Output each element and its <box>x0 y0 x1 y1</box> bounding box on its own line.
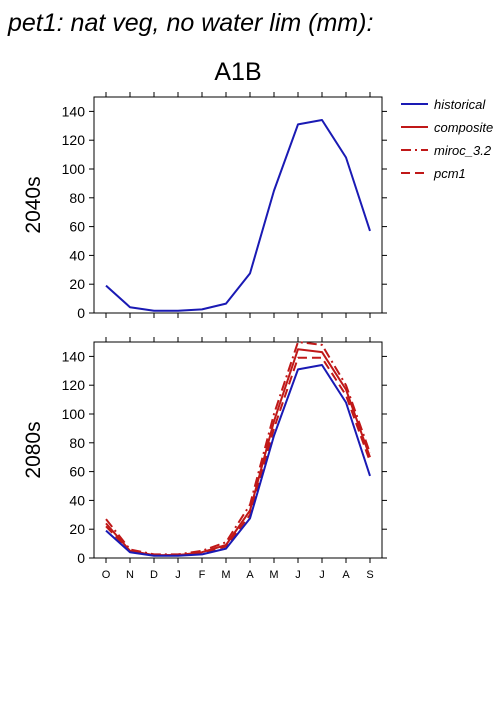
panel-ylabel: 2080s <box>22 421 45 478</box>
series-line-composite <box>105 348 371 557</box>
y-tick-label: 120 <box>62 377 86 393</box>
x-tick-label: M <box>269 569 278 581</box>
y-tick-label: 80 <box>69 435 85 451</box>
y-tick-label: 60 <box>69 464 85 480</box>
panel-frame <box>93 341 383 559</box>
y-tick-label: 100 <box>62 406 86 422</box>
y-tick-label: 20 <box>69 276 85 292</box>
y-tick-label: 20 <box>69 521 85 537</box>
series-line-historical <box>105 119 371 312</box>
y-tick-label: 80 <box>69 190 85 206</box>
chart-title: pet1: nat veg, no water lim (mm): <box>7 9 373 37</box>
legend-label: miroc_3.2 <box>434 143 492 158</box>
legend-item-composite: composite <box>401 120 493 135</box>
legend-label: pcm1 <box>433 166 466 181</box>
plot-layer: 0 20 40 60 80 100 120 140 2040s 0 20 40 60 80 100 120 14… <box>22 92 387 581</box>
x-tick-label: F <box>199 569 206 581</box>
x-tick-label: N <box>126 569 134 581</box>
x-tick-label: J <box>175 569 181 581</box>
y-tick-label: 0 <box>77 550 85 566</box>
legend-item-pcm1: pcm1 <box>401 166 466 181</box>
x-tick-label: A <box>342 569 350 581</box>
series-line-historical <box>105 364 371 557</box>
y-tick-label: 120 <box>62 132 86 148</box>
panel-ylabel: 2040s <box>22 176 45 233</box>
series-line-pcm1 <box>105 356 371 557</box>
panel-2080s: 0 20 40 60 80 100 120 140 O N D J F M A M J J A S 2080s <box>22 337 387 581</box>
y-tick-label: 140 <box>62 348 86 364</box>
y-tick-label: 140 <box>62 103 86 119</box>
x-tick-label: J <box>319 569 325 581</box>
x-tick-label: M <box>221 569 230 581</box>
x-tick-label: J <box>295 569 301 581</box>
y-tick-label: 0 <box>77 305 85 321</box>
x-tick-label: O <box>102 569 111 581</box>
y-tick-label: 100 <box>62 161 86 177</box>
y-tick-label: 40 <box>69 247 85 263</box>
x-tick-label: D <box>150 569 158 581</box>
x-tick-label: S <box>366 569 373 581</box>
y-tick-label: 60 <box>69 219 85 235</box>
legend-label: composite <box>434 120 493 135</box>
legend-label: historical <box>434 97 486 112</box>
legend-item-historical: historical <box>401 97 486 112</box>
y-tick-label: 40 <box>69 492 85 508</box>
legend: historical composite miroc_3.2 pcm1 <box>401 97 493 181</box>
panel-2040s: 0 20 40 60 80 100 120 140 2040s <box>22 92 387 321</box>
legend-item-miroc_3.2: miroc_3.2 <box>401 143 492 158</box>
panel-frame <box>93 96 383 314</box>
x-tick-label: A <box>246 569 254 581</box>
series-line-miroc_3.2 <box>105 341 371 556</box>
chart-subtitle: A1B <box>214 58 261 86</box>
